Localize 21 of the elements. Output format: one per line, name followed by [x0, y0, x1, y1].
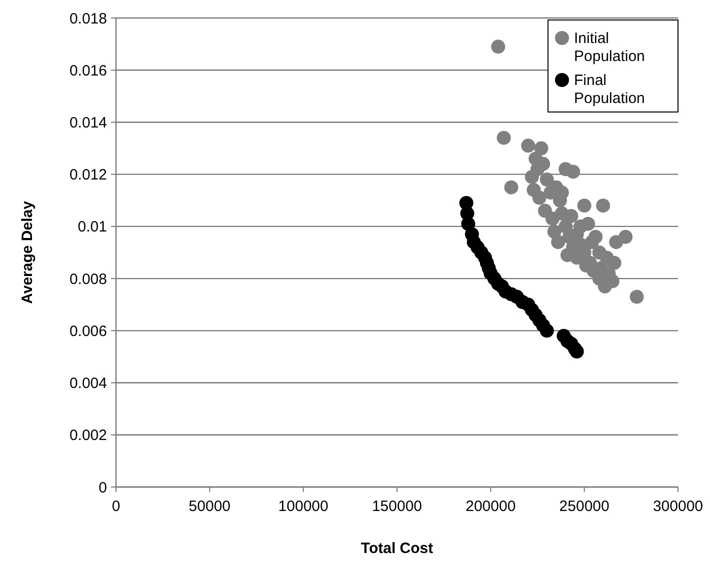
- x-tick-label: 100000: [278, 498, 328, 515]
- y-tick-label: 0.004: [69, 375, 107, 392]
- y-tick-label: 0: [98, 479, 107, 496]
- y-tick-label: 0.016: [69, 62, 107, 80]
- legend-label: Final Population: [574, 72, 645, 107]
- y-tick-label: 0.006: [69, 322, 107, 340]
- x-tick-label: 200000: [466, 498, 516, 515]
- x-tick-label: 0: [112, 498, 120, 515]
- y-tick-label: 0.018: [69, 10, 107, 28]
- x-tick-label: 150000: [372, 498, 422, 515]
- x-axis-title: Total Cost: [360, 540, 434, 557]
- x-tick-label: 250000: [559, 498, 610, 515]
- y-tick-label: 0.002: [69, 427, 107, 444]
- legend-label: Initial Population: [574, 30, 645, 65]
- y-axis-title: Average Delay: [19, 200, 36, 304]
- y-tick-label: 0.008: [69, 270, 107, 288]
- y-tick-label: 0.01: [78, 218, 107, 236]
- x-tick-label: 300000: [652, 498, 704, 515]
- y-tick-label: 0.014: [69, 114, 107, 132]
- x-tick-label: 50000: [188, 498, 231, 515]
- y-tick-label: 0.012: [69, 166, 107, 184]
